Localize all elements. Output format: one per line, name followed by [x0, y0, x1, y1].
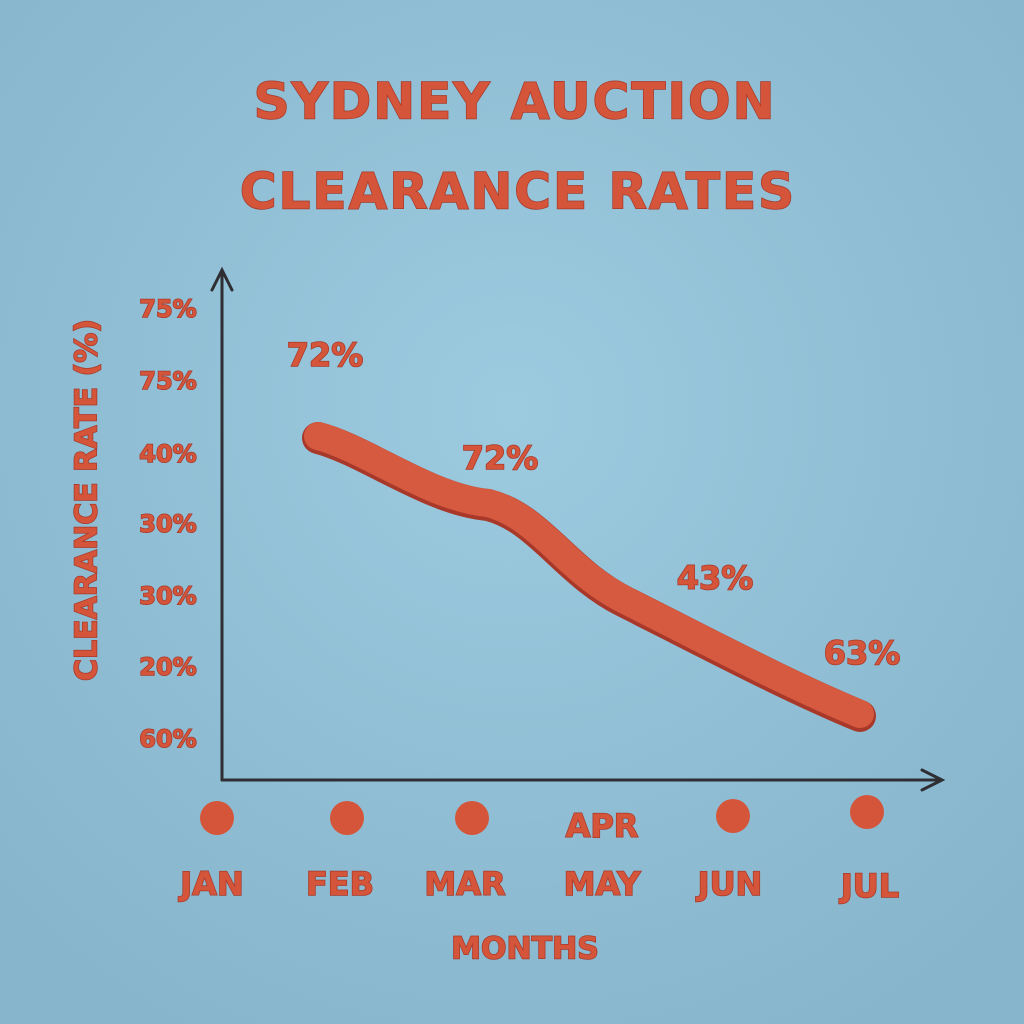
- dot: [850, 795, 884, 829]
- x-tick-label: FEB: [306, 865, 374, 903]
- y-tick-label: 30%: [139, 582, 196, 610]
- y-tick-label: 40%: [139, 440, 196, 468]
- y-tick-label: 20%: [139, 653, 196, 681]
- x-tick-label: JUL: [839, 867, 899, 905]
- x-tick-label: MAY: [564, 865, 642, 903]
- data-annotation: 72%: [287, 336, 364, 374]
- chart-title-line: SYDNEY AUCTION: [254, 73, 777, 131]
- dot: [330, 801, 364, 835]
- data-annotation: 72%: [462, 439, 539, 477]
- axes: [210, 266, 946, 792]
- dot: [455, 801, 489, 835]
- dot: [200, 801, 234, 835]
- y-tick-label: 75%: [139, 295, 196, 323]
- y-tick-label: 60%: [139, 725, 196, 753]
- y-tick-label: 30%: [139, 510, 196, 538]
- trend-line: [304, 422, 874, 728]
- data-annotation: 63%: [824, 634, 901, 672]
- y-tick-label: 75%: [139, 367, 196, 395]
- dot: [716, 799, 750, 833]
- x-tick-label: JAN: [178, 865, 243, 903]
- x-tick-label: MAR: [424, 865, 505, 903]
- x-axis-title: MONTHS: [451, 932, 599, 967]
- x-arrow: [920, 768, 946, 792]
- month-dots: [200, 795, 884, 835]
- data-annotation: 43%: [677, 559, 754, 597]
- y-axis-title: CLEARANCE RATE (%): [70, 319, 105, 681]
- x-tick-label: JUN: [696, 865, 763, 903]
- x-tick-label: APR: [566, 807, 639, 845]
- chart-title-line: CLEARANCE RATES: [240, 163, 796, 221]
- y-arrow: [210, 266, 234, 292]
